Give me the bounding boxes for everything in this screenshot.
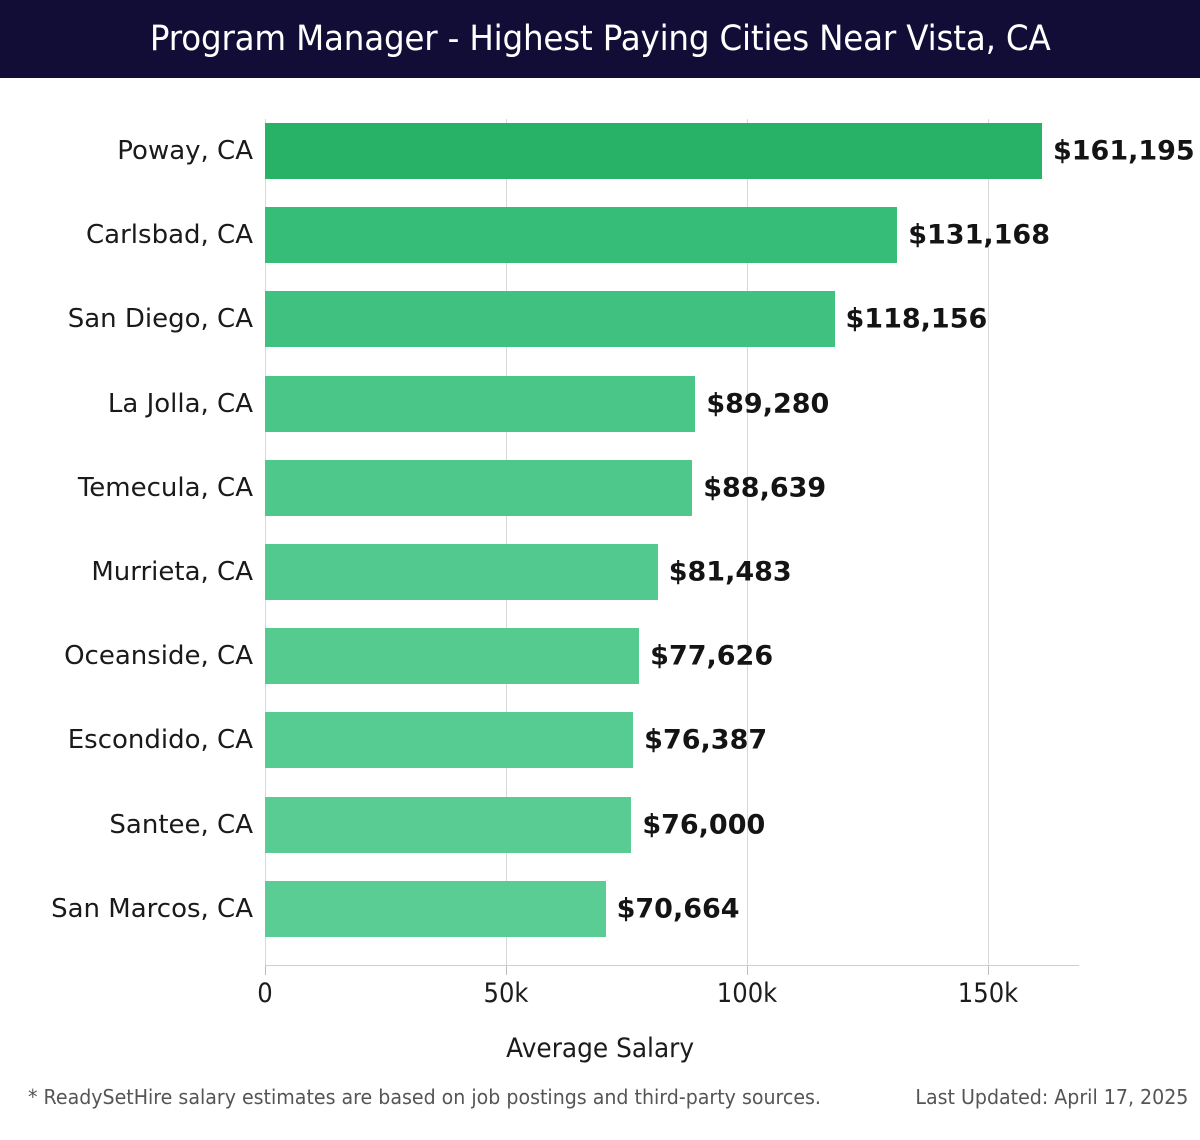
tick-mark-50k — [506, 966, 507, 975]
page-title: Program Manager - Highest Paying Cities … — [149, 19, 1051, 59]
bar-row: Escondido, CA $76,387 — [0, 712, 1200, 769]
bar[interactable] — [265, 628, 640, 685]
tick-mark-100k — [747, 966, 748, 975]
bar-value-label: $70,664 — [616, 893, 740, 925]
gridline-0 — [265, 119, 266, 965]
footer-disclaimer: * ReadySetHire salary estimates are base… — [28, 1085, 821, 1109]
bar[interactable] — [265, 291, 835, 348]
bar[interactable] — [265, 207, 898, 264]
bar-row: La Jolla, CA $89,280 — [0, 375, 1200, 432]
bar-value-label: $81,483 — [668, 556, 792, 588]
bar-row: Santee, CA $76,000 — [0, 796, 1200, 853]
bar[interactable] — [265, 796, 632, 853]
bar-row: Temecula, CA $88,639 — [0, 459, 1200, 516]
category-label: San Diego, CA — [67, 304, 253, 335]
x-tick-label: 150k — [957, 978, 1019, 1009]
chart-footer: * ReadySetHire salary estimates are base… — [0, 1085, 1200, 1140]
x-axis-title: Average Salary — [0, 1033, 1200, 1064]
bar[interactable] — [265, 880, 606, 937]
tick-mark-150k — [988, 966, 989, 975]
category-label: Escondido, CA — [67, 725, 253, 756]
category-label: Poway, CA — [117, 136, 253, 166]
bar-value-label: $118,156 — [845, 303, 988, 335]
tick-mark-0 — [265, 966, 266, 975]
category-label: Carlsbad, CA — [86, 220, 253, 251]
bar[interactable] — [265, 375, 696, 432]
bar-value-label: $76,000 — [642, 809, 766, 841]
x-axis-title-label: Average Salary — [506, 1033, 694, 1064]
category-label: San Marcos, CA — [51, 893, 253, 924]
gridline-50k — [506, 119, 507, 965]
gridline-100k — [747, 119, 748, 965]
bar-row: Oceanside, CA $77,626 — [0, 628, 1200, 685]
category-label: Murrieta, CA — [91, 557, 253, 587]
gridline-150k — [988, 119, 989, 965]
bar-chart: 0 50k 100k 150k Poway, CA $161,195 Carlsbad, … — [0, 78, 1200, 1068]
bar[interactable] — [265, 712, 634, 769]
bar-value-label: $89,280 — [706, 388, 830, 420]
bar-row: San Diego, CA $118,156 — [0, 291, 1200, 348]
chart-title-bar: Program Manager - Highest Paying Cities … — [0, 0, 1200, 78]
x-tick-label: 0 — [257, 978, 273, 1009]
bar-row: Poway, CA $161,195 — [0, 123, 1200, 179]
x-axis-line — [265, 965, 1079, 966]
category-label: Oceanside, CA — [64, 641, 253, 672]
bar-value-label: $161,195 — [1052, 135, 1195, 167]
x-tick-label: 100k — [716, 978, 778, 1009]
category-label: Temecula, CA — [77, 472, 253, 503]
bar[interactable] — [265, 459, 693, 516]
category-label: La Jolla, CA — [107, 388, 253, 419]
bar-value-label: $77,626 — [650, 640, 774, 672]
footer-last-updated: Last Updated: April 17, 2025 — [914, 1085, 1188, 1109]
bar[interactable] — [265, 123, 1042, 179]
bar-value-label: $88,639 — [703, 472, 827, 504]
bar-value-label: $131,168 — [908, 219, 1050, 251]
bar-row: Murrieta, CA $81,483 — [0, 544, 1200, 600]
plot-area — [265, 119, 1078, 965]
bar-value-label: $76,387 — [644, 724, 768, 756]
bar-row: Carlsbad, CA $131,168 — [0, 207, 1200, 264]
bar-row: San Marcos, CA $70,664 — [0, 880, 1200, 937]
category-label: Santee, CA — [109, 809, 253, 840]
x-tick-label: 50k — [483, 978, 529, 1009]
bar[interactable] — [265, 544, 658, 600]
